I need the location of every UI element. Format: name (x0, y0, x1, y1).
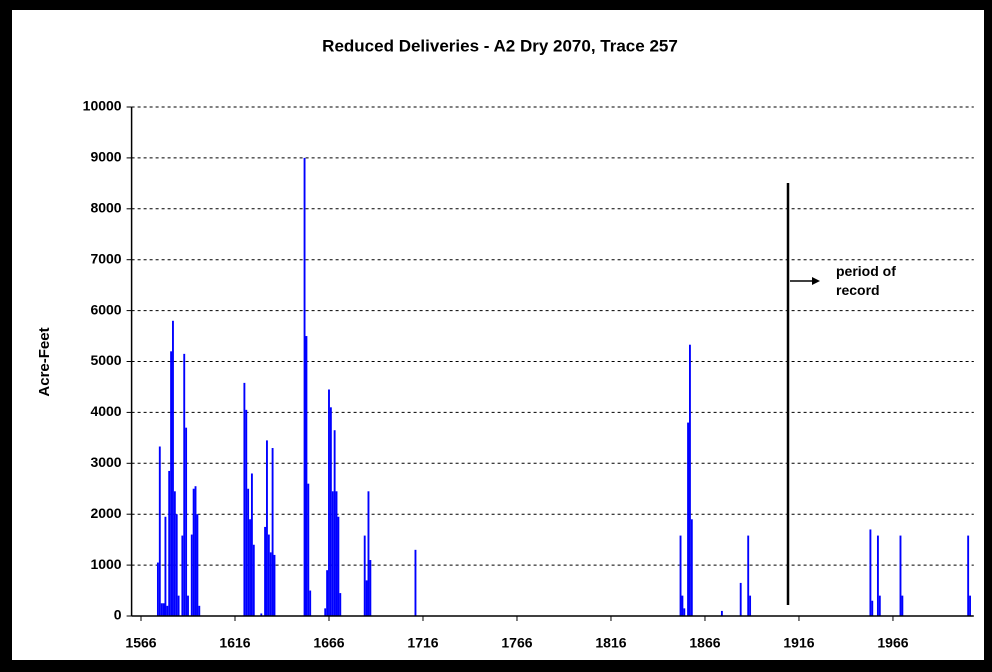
y-tick-label: 4000 (90, 403, 121, 419)
bar (192, 488, 195, 616)
x-tick-label: 1716 (407, 635, 438, 651)
bar (869, 529, 872, 616)
bar (739, 582, 742, 616)
bar (871, 600, 874, 616)
bar (901, 595, 904, 616)
y-tick-label: 9000 (90, 149, 121, 165)
bar (326, 570, 329, 616)
x-tick-label: 1866 (689, 635, 720, 651)
bar (170, 351, 173, 616)
bar (183, 353, 186, 616)
y-tick-label: 2000 (90, 505, 121, 521)
y-tick-label: 8000 (90, 200, 121, 216)
bar (324, 608, 327, 616)
bar (245, 409, 248, 616)
bar (367, 491, 370, 616)
bar (720, 610, 723, 616)
x-tick-label: 1766 (501, 635, 532, 651)
bar (172, 320, 174, 616)
bar (878, 595, 881, 616)
y-tick-label: 3000 (90, 454, 121, 470)
bar (271, 448, 274, 616)
bar (363, 535, 366, 616)
y-tick-label: 6000 (90, 301, 121, 317)
annotation: period of record (836, 263, 896, 298)
bar (339, 593, 342, 616)
chart-title: Reduced Deliveries - A2 Dry 2070, Trace … (322, 36, 678, 55)
bar (335, 491, 338, 616)
bar (747, 535, 750, 616)
bar (683, 608, 686, 616)
bar (173, 491, 176, 616)
y-tick-label: 5000 (90, 352, 121, 368)
bar (337, 516, 340, 616)
bar (328, 389, 330, 616)
y-tick-label: 10000 (83, 98, 122, 114)
bar (158, 446, 161, 616)
bar (329, 407, 332, 616)
bar (267, 534, 270, 616)
x-tick-label: 1616 (219, 635, 250, 651)
x-tick-label: 1966 (877, 635, 908, 651)
bar (309, 590, 312, 616)
bar (369, 560, 372, 616)
bar (967, 535, 970, 616)
bar (177, 595, 180, 616)
bar (273, 554, 276, 616)
bar (168, 470, 171, 616)
bar (198, 605, 201, 616)
bar (156, 562, 159, 616)
bar (166, 605, 169, 616)
bar (307, 483, 310, 616)
y-tick-label: 0 (114, 607, 122, 623)
y-tick-label: 7000 (90, 250, 121, 266)
bar (196, 514, 199, 616)
bar (331, 491, 334, 616)
y-tick-label: 1000 (90, 556, 121, 572)
bar (749, 595, 752, 616)
bar (266, 440, 268, 616)
bar (252, 544, 255, 616)
bar (264, 526, 267, 616)
bar (365, 580, 368, 616)
bar (899, 535, 902, 616)
bar (687, 422, 689, 616)
bar (333, 430, 336, 616)
bar (688, 344, 691, 616)
bar (194, 486, 197, 616)
arrow-head (812, 277, 820, 285)
bar (162, 603, 165, 616)
bar (185, 427, 188, 616)
bar (260, 613, 263, 616)
x-tick-label: 1816 (595, 635, 626, 651)
bar (160, 603, 163, 616)
bar (247, 488, 250, 616)
bar (305, 336, 308, 616)
bar (187, 595, 189, 616)
bar (679, 535, 682, 616)
bar (414, 549, 417, 616)
bar (969, 595, 971, 616)
bar (690, 519, 693, 616)
bar (269, 552, 272, 616)
bar (181, 535, 184, 616)
x-tick-label: 1916 (783, 635, 814, 651)
bar (175, 514, 178, 616)
x-tick-label: 1666 (313, 635, 344, 651)
bar (164, 516, 167, 616)
x-tick-label: 1566 (125, 635, 156, 651)
bar (190, 534, 193, 616)
bar (303, 157, 306, 616)
annotation-box: period of record (836, 263, 896, 298)
bar (250, 473, 253, 616)
bar (243, 382, 246, 616)
bar (876, 535, 879, 616)
bar (681, 595, 684, 616)
y-axis-label: Acre-Feet (36, 327, 53, 396)
bar (249, 519, 251, 616)
